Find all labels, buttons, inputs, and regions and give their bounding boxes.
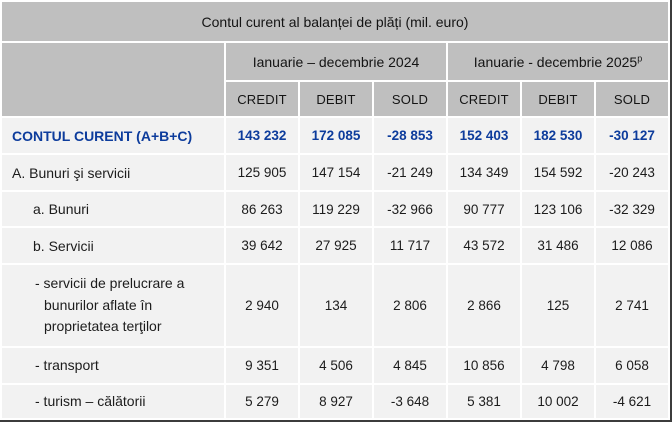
value-cell: -4 621 <box>596 385 668 418</box>
header-debit-2024: DEBIT <box>300 82 372 116</box>
table-row-bunuri-si-servicii: A. Bunuri şi servicii 125 905 147 154 -2… <box>2 155 668 190</box>
value-cell: 5 381 <box>448 385 520 418</box>
value-cell: 4 506 <box>300 348 372 383</box>
value-cell: -20 243 <box>596 155 668 190</box>
period-header-2024: Ianuarie – decembrie 2024 <box>226 43 446 80</box>
value-cell: 154 592 <box>522 155 594 190</box>
value-cell: 10 002 <box>522 385 594 418</box>
value-cell: 5 279 <box>226 385 298 418</box>
row-label: - servicii de prelucrare a bunurilor afl… <box>2 265 224 346</box>
value-cell: 2 806 <box>374 265 446 346</box>
value-cell: 27 925 <box>300 228 372 263</box>
header-credit-2025: CREDIT <box>448 82 520 116</box>
corner-header-cell <box>2 43 224 116</box>
row-label: CONTUL CURENT (A+B+C) <box>2 118 224 153</box>
value-cell: 8 927 <box>300 385 372 418</box>
table-row-servicii: b. Servicii 39 642 27 925 11 717 43 572 … <box>2 228 668 263</box>
period-header-2025: Ianuarie - decembrie 2025p <box>448 43 668 80</box>
period-2025-label: Ianuarie - decembrie 2025 <box>473 53 638 70</box>
row-label: A. Bunuri şi servicii <box>2 155 224 190</box>
value-cell: 4 798 <box>522 348 594 383</box>
value-cell: 2 940 <box>226 265 298 346</box>
value-cell: 39 642 <box>226 228 298 263</box>
row-label: b. Servicii <box>2 228 224 263</box>
table-row-transport: - transport 9 351 4 506 4 845 10 856 4 7… <box>2 348 668 383</box>
value-cell: 11 717 <box>374 228 446 263</box>
value-cell: 125 905 <box>226 155 298 190</box>
value-cell: 10 856 <box>448 348 520 383</box>
table-row-servicii-prelucrare: - servicii de prelucrare a bunurilor afl… <box>2 265 668 346</box>
value-cell: 86 263 <box>226 192 298 226</box>
value-cell: 90 777 <box>448 192 520 226</box>
value-cell: 152 403 <box>448 118 520 153</box>
period-2025-superscript: p <box>637 52 643 63</box>
value-cell: 6 058 <box>596 348 668 383</box>
value-cell: -32 329 <box>596 192 668 226</box>
value-cell: 125 <box>522 265 594 346</box>
value-cell: 172 085 <box>300 118 372 153</box>
value-cell: 143 232 <box>226 118 298 153</box>
value-cell: 123 106 <box>522 192 594 226</box>
period-2024-label: Ianuarie – decembrie 2024 <box>252 53 420 70</box>
value-cell: 2 741 <box>596 265 668 346</box>
table-row-turism: - turism – călătorii 5 279 8 927 -3 648 … <box>2 385 668 418</box>
header-debit-2025: DEBIT <box>522 82 594 116</box>
value-cell: 4 845 <box>374 348 446 383</box>
value-cell: 2 866 <box>448 265 520 346</box>
value-cell: -32 966 <box>374 192 446 226</box>
row-label: - transport <box>2 348 224 383</box>
value-cell: -28 853 <box>374 118 446 153</box>
header-credit-2024: CREDIT <box>226 82 298 116</box>
header-sold-2024: SOLD <box>374 82 446 116</box>
row-label: a. Bunuri <box>2 192 224 226</box>
value-cell: -3 648 <box>374 385 446 418</box>
value-cell: 9 351 <box>226 348 298 383</box>
table-row-bunuri: a. Bunuri 86 263 119 229 -32 966 90 777 … <box>2 192 668 226</box>
value-cell: -30 127 <box>596 118 668 153</box>
value-cell: 134 <box>300 265 372 346</box>
table-title: Contul curent al balanței de plăți (mil.… <box>2 2 668 41</box>
value-cell: 31 486 <box>522 228 594 263</box>
value-cell: 43 572 <box>448 228 520 263</box>
header-sold-2025: SOLD <box>596 82 668 116</box>
table-row-contul-curent: CONTUL CURENT (A+B+C) 143 232 172 085 -2… <box>2 118 668 153</box>
row-label: - turism – călătorii <box>2 385 224 418</box>
value-cell: 147 154 <box>300 155 372 190</box>
value-cell: 119 229 <box>300 192 372 226</box>
value-cell: 12 086 <box>596 228 668 263</box>
value-cell: 134 349 <box>448 155 520 190</box>
value-cell: 182 530 <box>522 118 594 153</box>
value-cell: -21 249 <box>374 155 446 190</box>
